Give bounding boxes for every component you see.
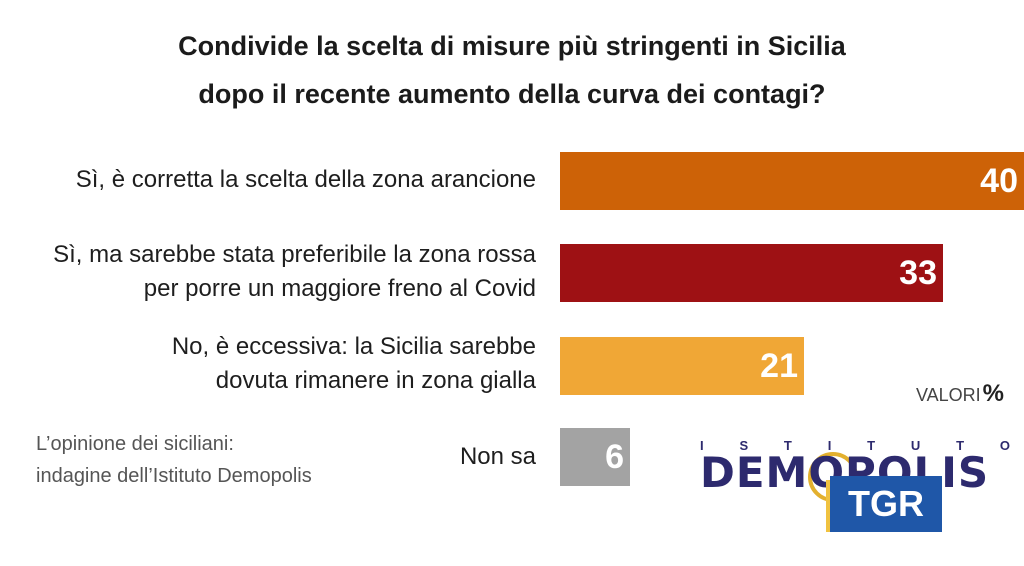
chart-title-line-2: dopo il recente aumento della curva dei … (198, 79, 826, 109)
bar-3: 6 (560, 428, 630, 486)
bar-label-3-line-1: Non sa (459, 443, 536, 470)
source-line-2: indagine dell’Istituto Demopolis (36, 465, 312, 487)
bar-value-1: 33 (899, 254, 937, 292)
bar-value-3: 6 (605, 438, 624, 476)
bar-label-0: Sì, è corretta la scelta della zona aran… (76, 163, 536, 197)
bar-value-0: 40 (980, 162, 1018, 200)
tgr-logo: TGR (830, 476, 942, 532)
bar-label-3: Non sa (460, 440, 536, 474)
bar-label-0-line-1: Sì, è corretta la scelta della zona aran… (75, 166, 536, 193)
bar-label-1-line-1: Sì, ma sarebbe stata preferibile la zona… (53, 241, 536, 268)
bar-2: 21 (560, 337, 804, 395)
bar-label-2-line-2: dovuta rimanere in zona gialla (215, 367, 536, 394)
source-note: L’opinione dei siciliani: indagine dell’… (36, 428, 312, 492)
tgr-accent (826, 480, 830, 532)
source-line-1: L’opinione dei siciliani: (36, 433, 234, 455)
bar-label-2-line-1: No, è eccessiva: la Sicilia sarebbe (171, 333, 536, 360)
chart-title-line-1: Condivide la scelta di misure più string… (178, 31, 846, 61)
unit-label: VALORI% (916, 380, 1004, 408)
bar-label-1-line-2: per porre un maggiore freno al Covid (143, 275, 536, 302)
bar-0: 40 (560, 152, 1024, 210)
bar-label-2: No, è eccessiva: la Sicilia sarebbe dovu… (172, 330, 536, 398)
unit-percent: % (982, 380, 1004, 407)
bar-label-1: Sì, ma sarebbe stata preferibile la zona… (53, 238, 536, 306)
unit-text: VALORI (915, 385, 981, 405)
bar-value-2: 21 (760, 347, 798, 385)
chart-title: Condivide la scelta di misure più string… (0, 22, 1024, 118)
bar-1: 33 (560, 244, 943, 302)
